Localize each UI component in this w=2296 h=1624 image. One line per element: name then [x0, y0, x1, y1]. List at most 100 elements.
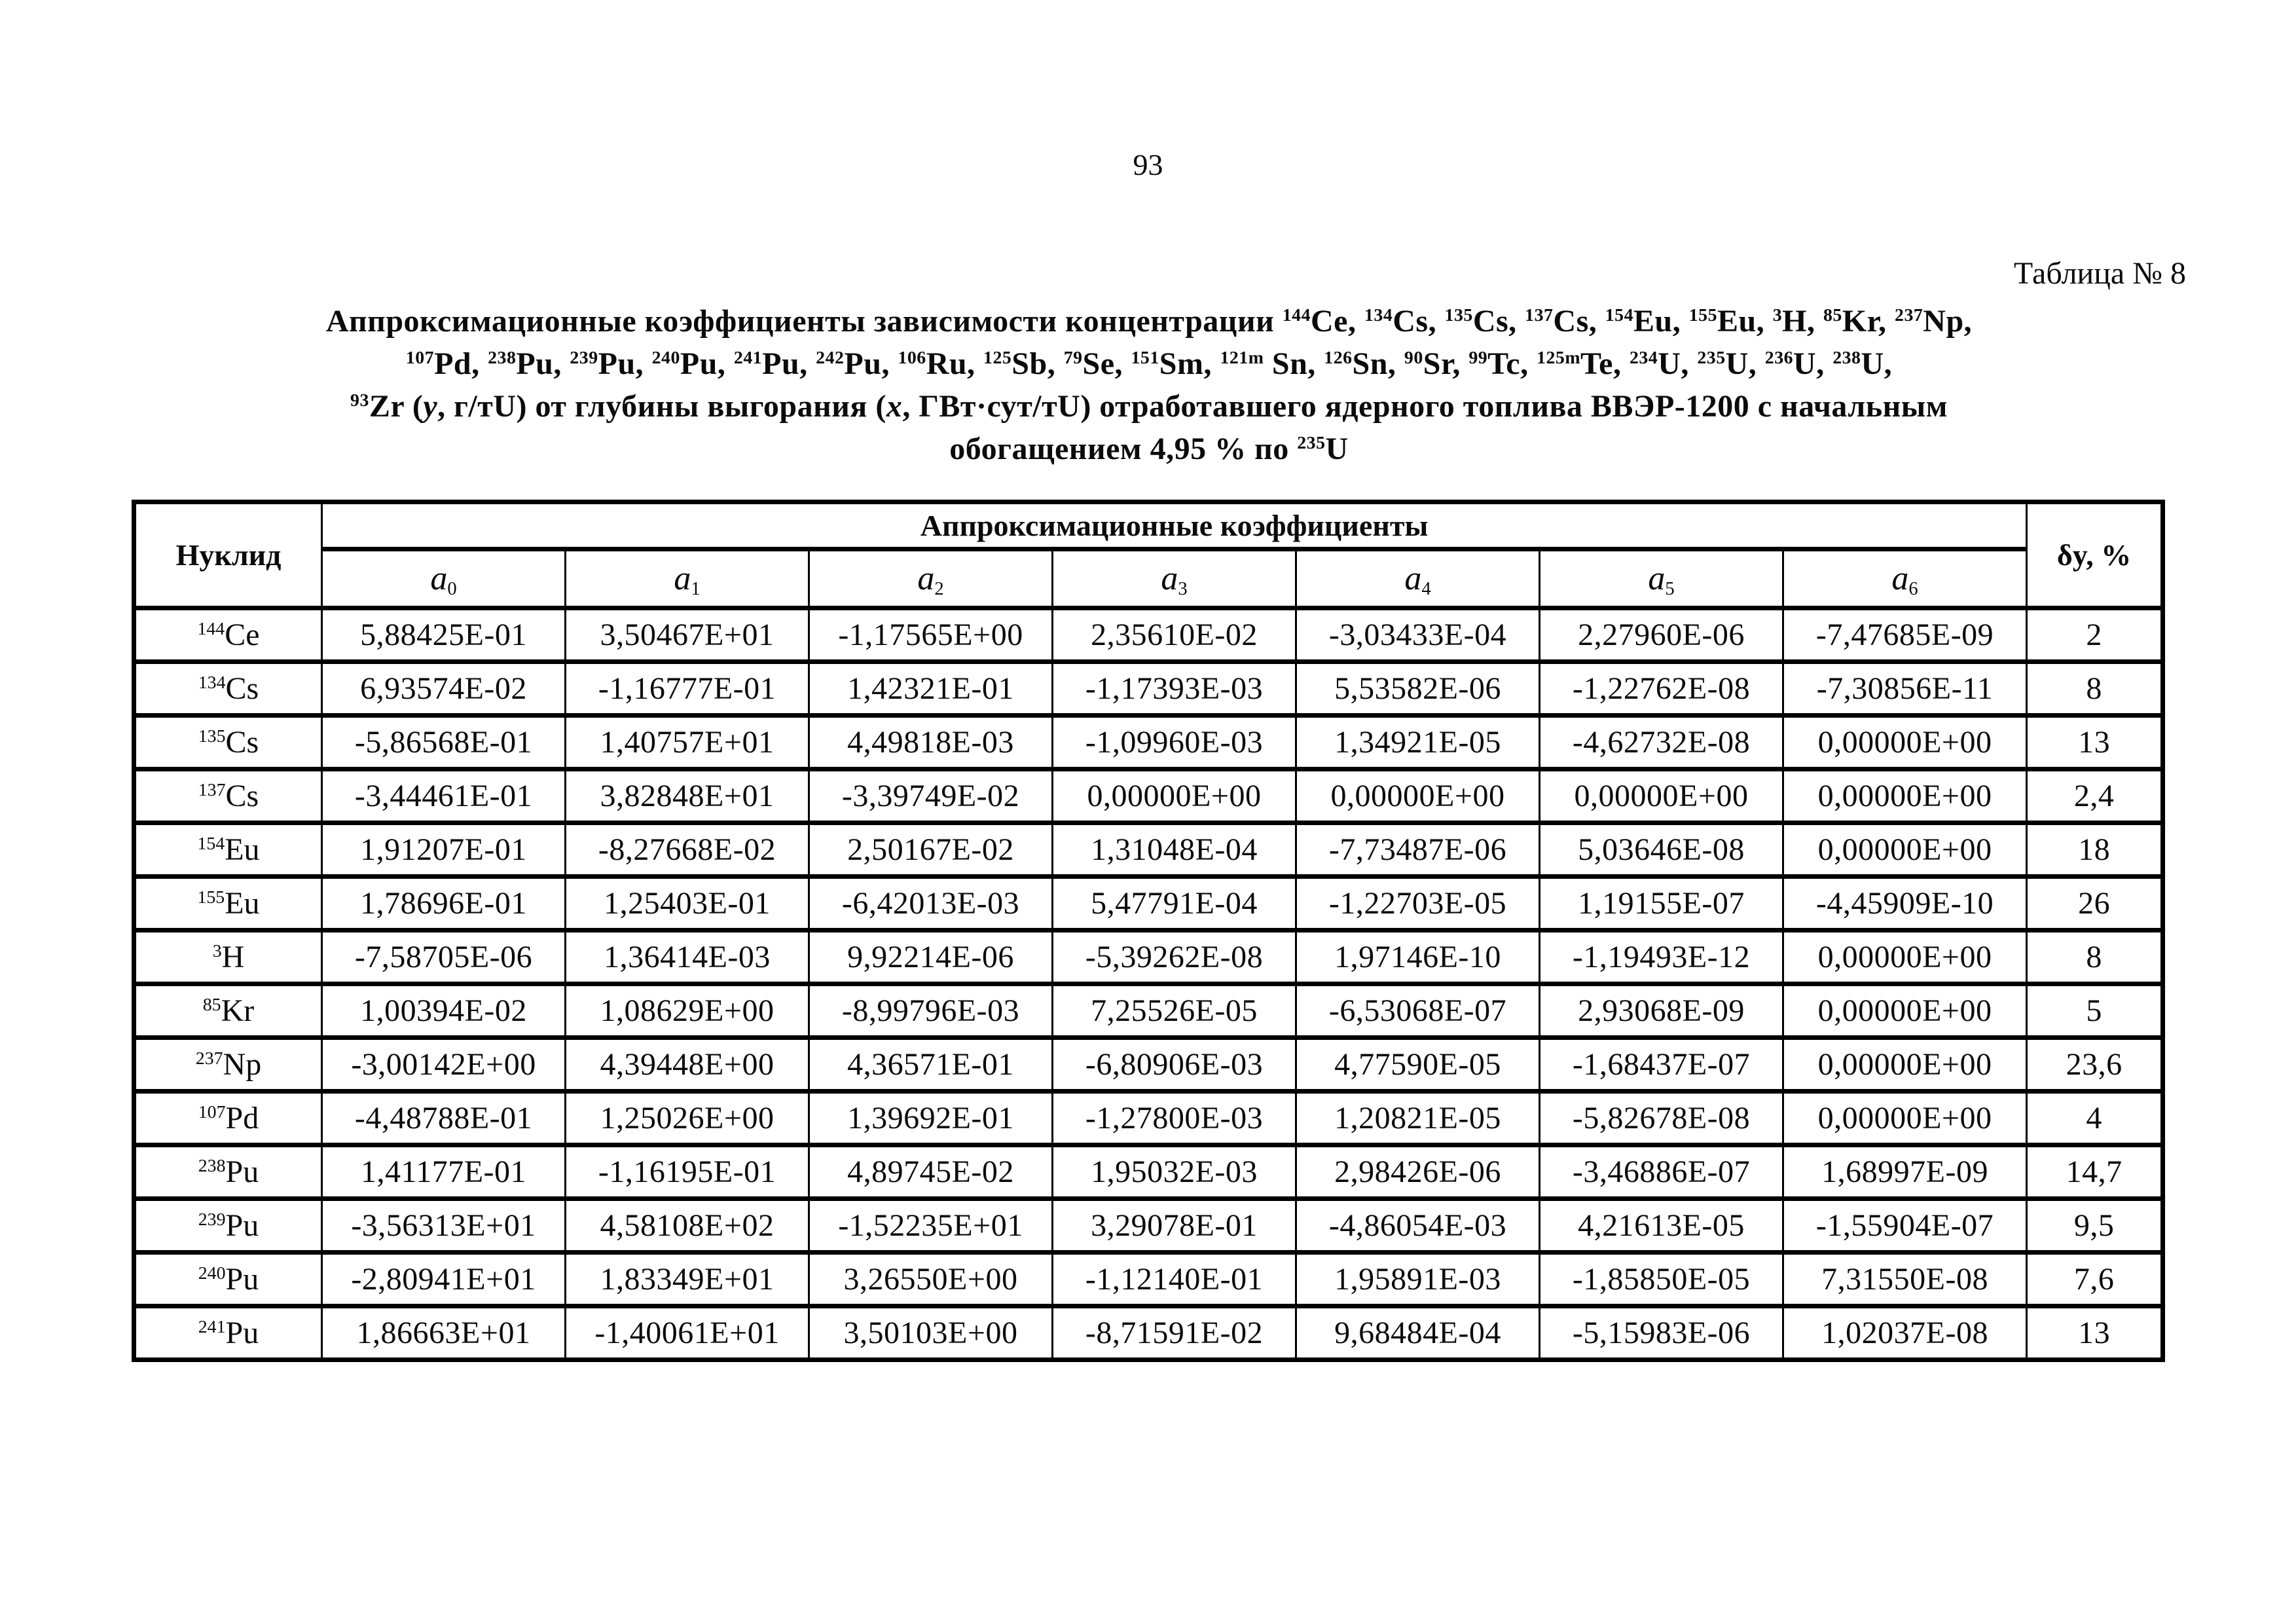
- coefficient-value-cell: 5,47791E-04: [1051, 874, 1297, 932]
- coefficient-value-cell: 1,86663E+01: [321, 1304, 566, 1362]
- coefficient-column-header: a3: [1051, 547, 1297, 610]
- delta-y-cell: 8: [2026, 928, 2164, 986]
- coefficient-value-cell: -8,99796E-03: [808, 982, 1053, 1040]
- coefficient-column-header: a0: [321, 547, 566, 610]
- coefficient-value-cell: 1,02037E-08: [1781, 1304, 2028, 1362]
- coefficient-value-cell: -1,16195E-01: [564, 1143, 810, 1201]
- coefficient-value-cell: 3,26550E+00: [808, 1250, 1053, 1308]
- coefficient-column-header: a6: [1781, 547, 2028, 610]
- nuclide-cell: 239Pu: [133, 1196, 323, 1255]
- coefficient-value-cell: -8,71591E-02: [1051, 1304, 1297, 1362]
- table-row: 239Pu -3,56313E+01 4,58108E+02 -1,52235E+01…: [133, 1196, 2164, 1255]
- coefficient-value-cell: 1,42321E-01: [808, 659, 1053, 718]
- nuclide-cell: 237Np: [133, 1035, 323, 1094]
- coefficient-value-cell: -3,46886E-07: [1539, 1143, 1784, 1201]
- coefficient-value-cell: -3,44461E-01: [321, 767, 566, 825]
- coefficient-value-cell: -1,17393E-03: [1051, 659, 1297, 718]
- coefficient-value-cell: -6,42013E-03: [808, 874, 1053, 932]
- coefficient-value-cell: 6,93574E-02: [321, 659, 566, 718]
- nuclide-cell: 240Pu: [133, 1250, 323, 1308]
- coefficient-value-cell: 1,34921E-05: [1295, 713, 1540, 771]
- coefficient-value-cell: 1,20821E-05: [1295, 1089, 1540, 1147]
- coefficient-value-cell: -1,16777E-01: [564, 659, 810, 718]
- coefficient-value-cell: -1,09960E-03: [1051, 713, 1297, 771]
- coefficient-value-cell: 9,92214E-06: [808, 928, 1053, 986]
- delta-y-cell: 14,7: [2026, 1143, 2164, 1201]
- coefficient-value-cell: -3,56313E+01: [321, 1196, 566, 1255]
- coefficient-value-cell: -1,22703E-05: [1295, 874, 1540, 932]
- nuclide-cell: 238Pu: [133, 1143, 323, 1201]
- coefficient-value-cell: 1,08629E+00: [564, 982, 810, 1040]
- coefficient-value-cell: 5,88425E-01: [321, 606, 566, 664]
- coefficient-value-cell: -4,45909E-10: [1781, 874, 2028, 932]
- coefficient-column-header: a4: [1295, 547, 1540, 610]
- coefficient-value-cell: 5,53582E-06: [1295, 659, 1540, 718]
- table-row: 237Np -3,00142E+00 4,39448E+00 4,36571E-01-…: [133, 1035, 2164, 1094]
- title-line-4: обогащением 4,95 % по 235U: [949, 432, 1349, 466]
- table-row: 135Cs -5,86568E-01 1,40757E+01 4,49818E-03-…: [133, 713, 2164, 771]
- table-row: 144Ce 5,88425E-01 3,50467E+01 -1,17565E+00 2…: [133, 606, 2164, 664]
- coefficient-value-cell: -1,68437E-07: [1539, 1035, 1784, 1094]
- coefficient-value-cell: 0,00000E+00: [1781, 767, 2028, 825]
- delta-y-cell: 4: [2026, 1089, 2164, 1147]
- delta-y-cell: 13: [2026, 713, 2164, 771]
- table-row: 240Pu -2,80941E+01 1,83349E+01 3,26550E+00-…: [133, 1250, 2164, 1308]
- delta-y-cell: 7,6: [2026, 1250, 2164, 1308]
- coefficient-value-cell: 0,00000E+00: [1781, 821, 2028, 879]
- coefficient-value-cell: 0,00000E+00: [1781, 1035, 2028, 1094]
- coefficient-value-cell: 0,00000E+00: [1539, 767, 1784, 825]
- coefficients-table: Нуклид Аппроксимационные коэффициенты δy…: [132, 500, 2166, 1362]
- coefficient-value-cell: 4,36571E-01: [808, 1035, 1053, 1094]
- nuclide-cell: 3H: [133, 928, 323, 986]
- coefficient-value-cell: 1,95032E-03: [1051, 1143, 1297, 1201]
- nuclide-cell: 154Eu: [133, 821, 323, 879]
- delta-y-cell: 18: [2026, 821, 2164, 879]
- coefficient-value-cell: -8,27668E-02: [564, 821, 810, 879]
- coefficient-value-cell: -5,39262E-08: [1051, 928, 1297, 986]
- coefficient-value-cell: -7,30856E-11: [1781, 659, 2028, 718]
- coefficient-value-cell: 1,31048E-04: [1051, 821, 1297, 879]
- coefficient-value-cell: -7,73487E-06: [1295, 821, 1540, 879]
- coefficient-value-cell: -4,62732E-08: [1539, 713, 1784, 771]
- coefficient-value-cell: 4,49818E-03: [808, 713, 1053, 771]
- delta-y-cell: 26: [2026, 874, 2164, 932]
- coefficient-value-cell: -5,86568E-01: [321, 713, 566, 771]
- coefficient-value-cell: 1,25403E-01: [564, 874, 810, 932]
- coefficient-value-cell: -2,80941E+01: [321, 1250, 566, 1308]
- nuclide-cell: 137Cs: [133, 767, 323, 825]
- column-header-nuclide: Нуклид: [133, 500, 323, 610]
- coefficient-value-cell: 1,40757E+01: [564, 713, 810, 771]
- coefficient-value-cell: -1,17565E+00: [808, 606, 1053, 664]
- coefficient-value-cell: 2,98426E-06: [1295, 1143, 1540, 1201]
- title-line-3: 93Zr (y, г/тU) от глубины выгорания (x, …: [350, 389, 1948, 424]
- table-row: 85Kr 1,00394E-02 1,08629E+00 -8,99796E-03 7,…: [133, 982, 2164, 1040]
- coefficient-value-cell: 3,50467E+01: [564, 606, 810, 664]
- coefficient-value-cell: -1,40061E+01: [564, 1304, 810, 1362]
- table-row: 3H -7,58705E-06 1,36414E-03 9,92214E-06 -5,3…: [133, 928, 2164, 986]
- coefficient-value-cell: 7,31550E-08: [1781, 1250, 2028, 1308]
- nuclide-cell: 85Kr: [133, 982, 323, 1040]
- coefficient-value-cell: 1,00394E-02: [321, 982, 566, 1040]
- nuclide-cell: 135Cs: [133, 713, 323, 771]
- nuclide-cell: 134Cs: [133, 659, 323, 718]
- coefficient-value-cell: -1,22762E-08: [1539, 659, 1784, 718]
- delta-y-cell: 23,6: [2026, 1035, 2164, 1094]
- coefficient-value-cell: -3,03433E-04: [1295, 606, 1540, 664]
- coefficient-value-cell: -6,53068E-07: [1295, 982, 1540, 1040]
- coefficient-value-cell: -5,15983E-06: [1539, 1304, 1784, 1362]
- delta-y-cell: 2: [2026, 606, 2164, 664]
- coefficient-value-cell: 0,00000E+00: [1781, 928, 2028, 986]
- nuclide-cell: 241Pu: [133, 1304, 323, 1362]
- coefficient-value-cell: -6,80906E-03: [1051, 1035, 1297, 1094]
- coefficient-value-cell: 4,39448E+00: [564, 1035, 810, 1094]
- coefficient-value-cell: 1,39692E-01: [808, 1089, 1053, 1147]
- coefficient-value-cell: 1,68997E-09: [1781, 1143, 2028, 1201]
- coefficient-value-cell: 3,50103E+00: [808, 1304, 1053, 1362]
- coefficient-subheader-row: a0 a1 a2 a3 a4 a5 a6: [134, 547, 2163, 610]
- title-line-1: Аппроксимационные коэффициенты зависимос…: [325, 304, 1973, 339]
- delta-y-cell: 9,5: [2026, 1196, 2164, 1255]
- delta-y-cell: 8: [2026, 659, 2164, 718]
- coefficient-value-cell: 1,36414E-03: [564, 928, 810, 986]
- coefficient-value-cell: 0,00000E+00: [1781, 982, 2028, 1040]
- coefficient-value-cell: 2,27960E-06: [1539, 606, 1784, 664]
